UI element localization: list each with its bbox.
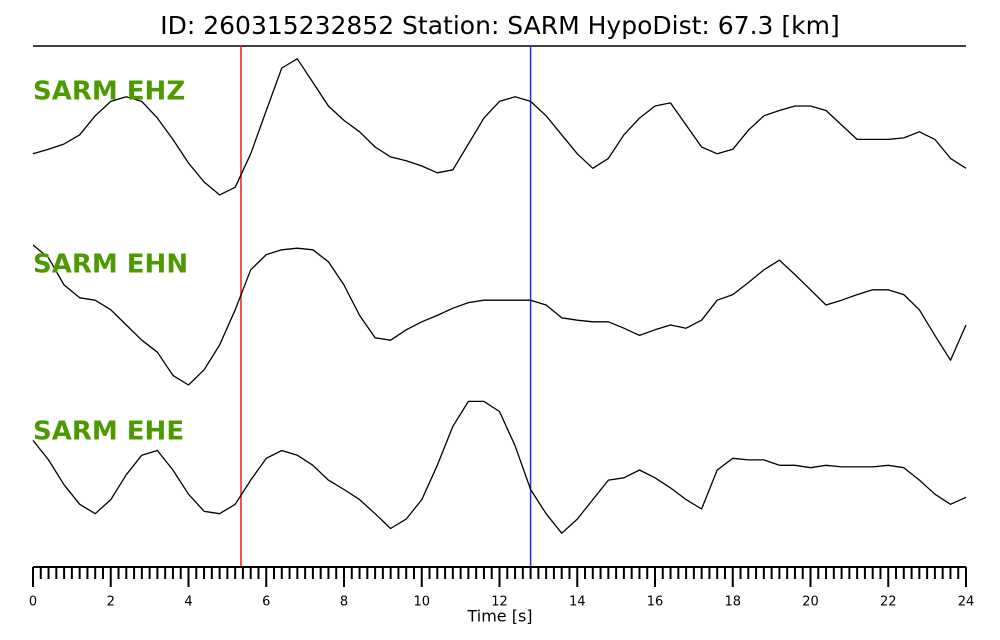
x-tick-label: 18: [724, 595, 741, 610]
x-tick-label: 24: [958, 595, 975, 610]
trace: [32, 244, 967, 386]
x-tick-label: 4: [184, 595, 192, 610]
trace-label: SARM EHE: [33, 417, 184, 447]
x-tick-label: 6: [262, 595, 270, 610]
x-tick-label: 22: [880, 595, 897, 610]
x-axis-label: Time [s]: [466, 607, 532, 626]
trace-label: SARM EHN: [33, 250, 188, 280]
trace-label: SARM EHZ: [33, 77, 185, 107]
x-tick-label: 16: [647, 595, 664, 610]
x-tick-label: 8: [340, 595, 348, 610]
x-tick-label: 20: [802, 595, 819, 610]
trace: [32, 400, 967, 534]
x-tick-label: 2: [107, 595, 115, 610]
trace: [32, 58, 967, 196]
x-tick-label: 0: [29, 595, 37, 610]
x-tick-label: 10: [413, 595, 430, 610]
chart-title: ID: 260315232852 Station: SARM HypoDist:…: [160, 11, 839, 40]
x-tick-label: 12: [491, 595, 508, 610]
x-tick-label: 14: [569, 595, 586, 610]
